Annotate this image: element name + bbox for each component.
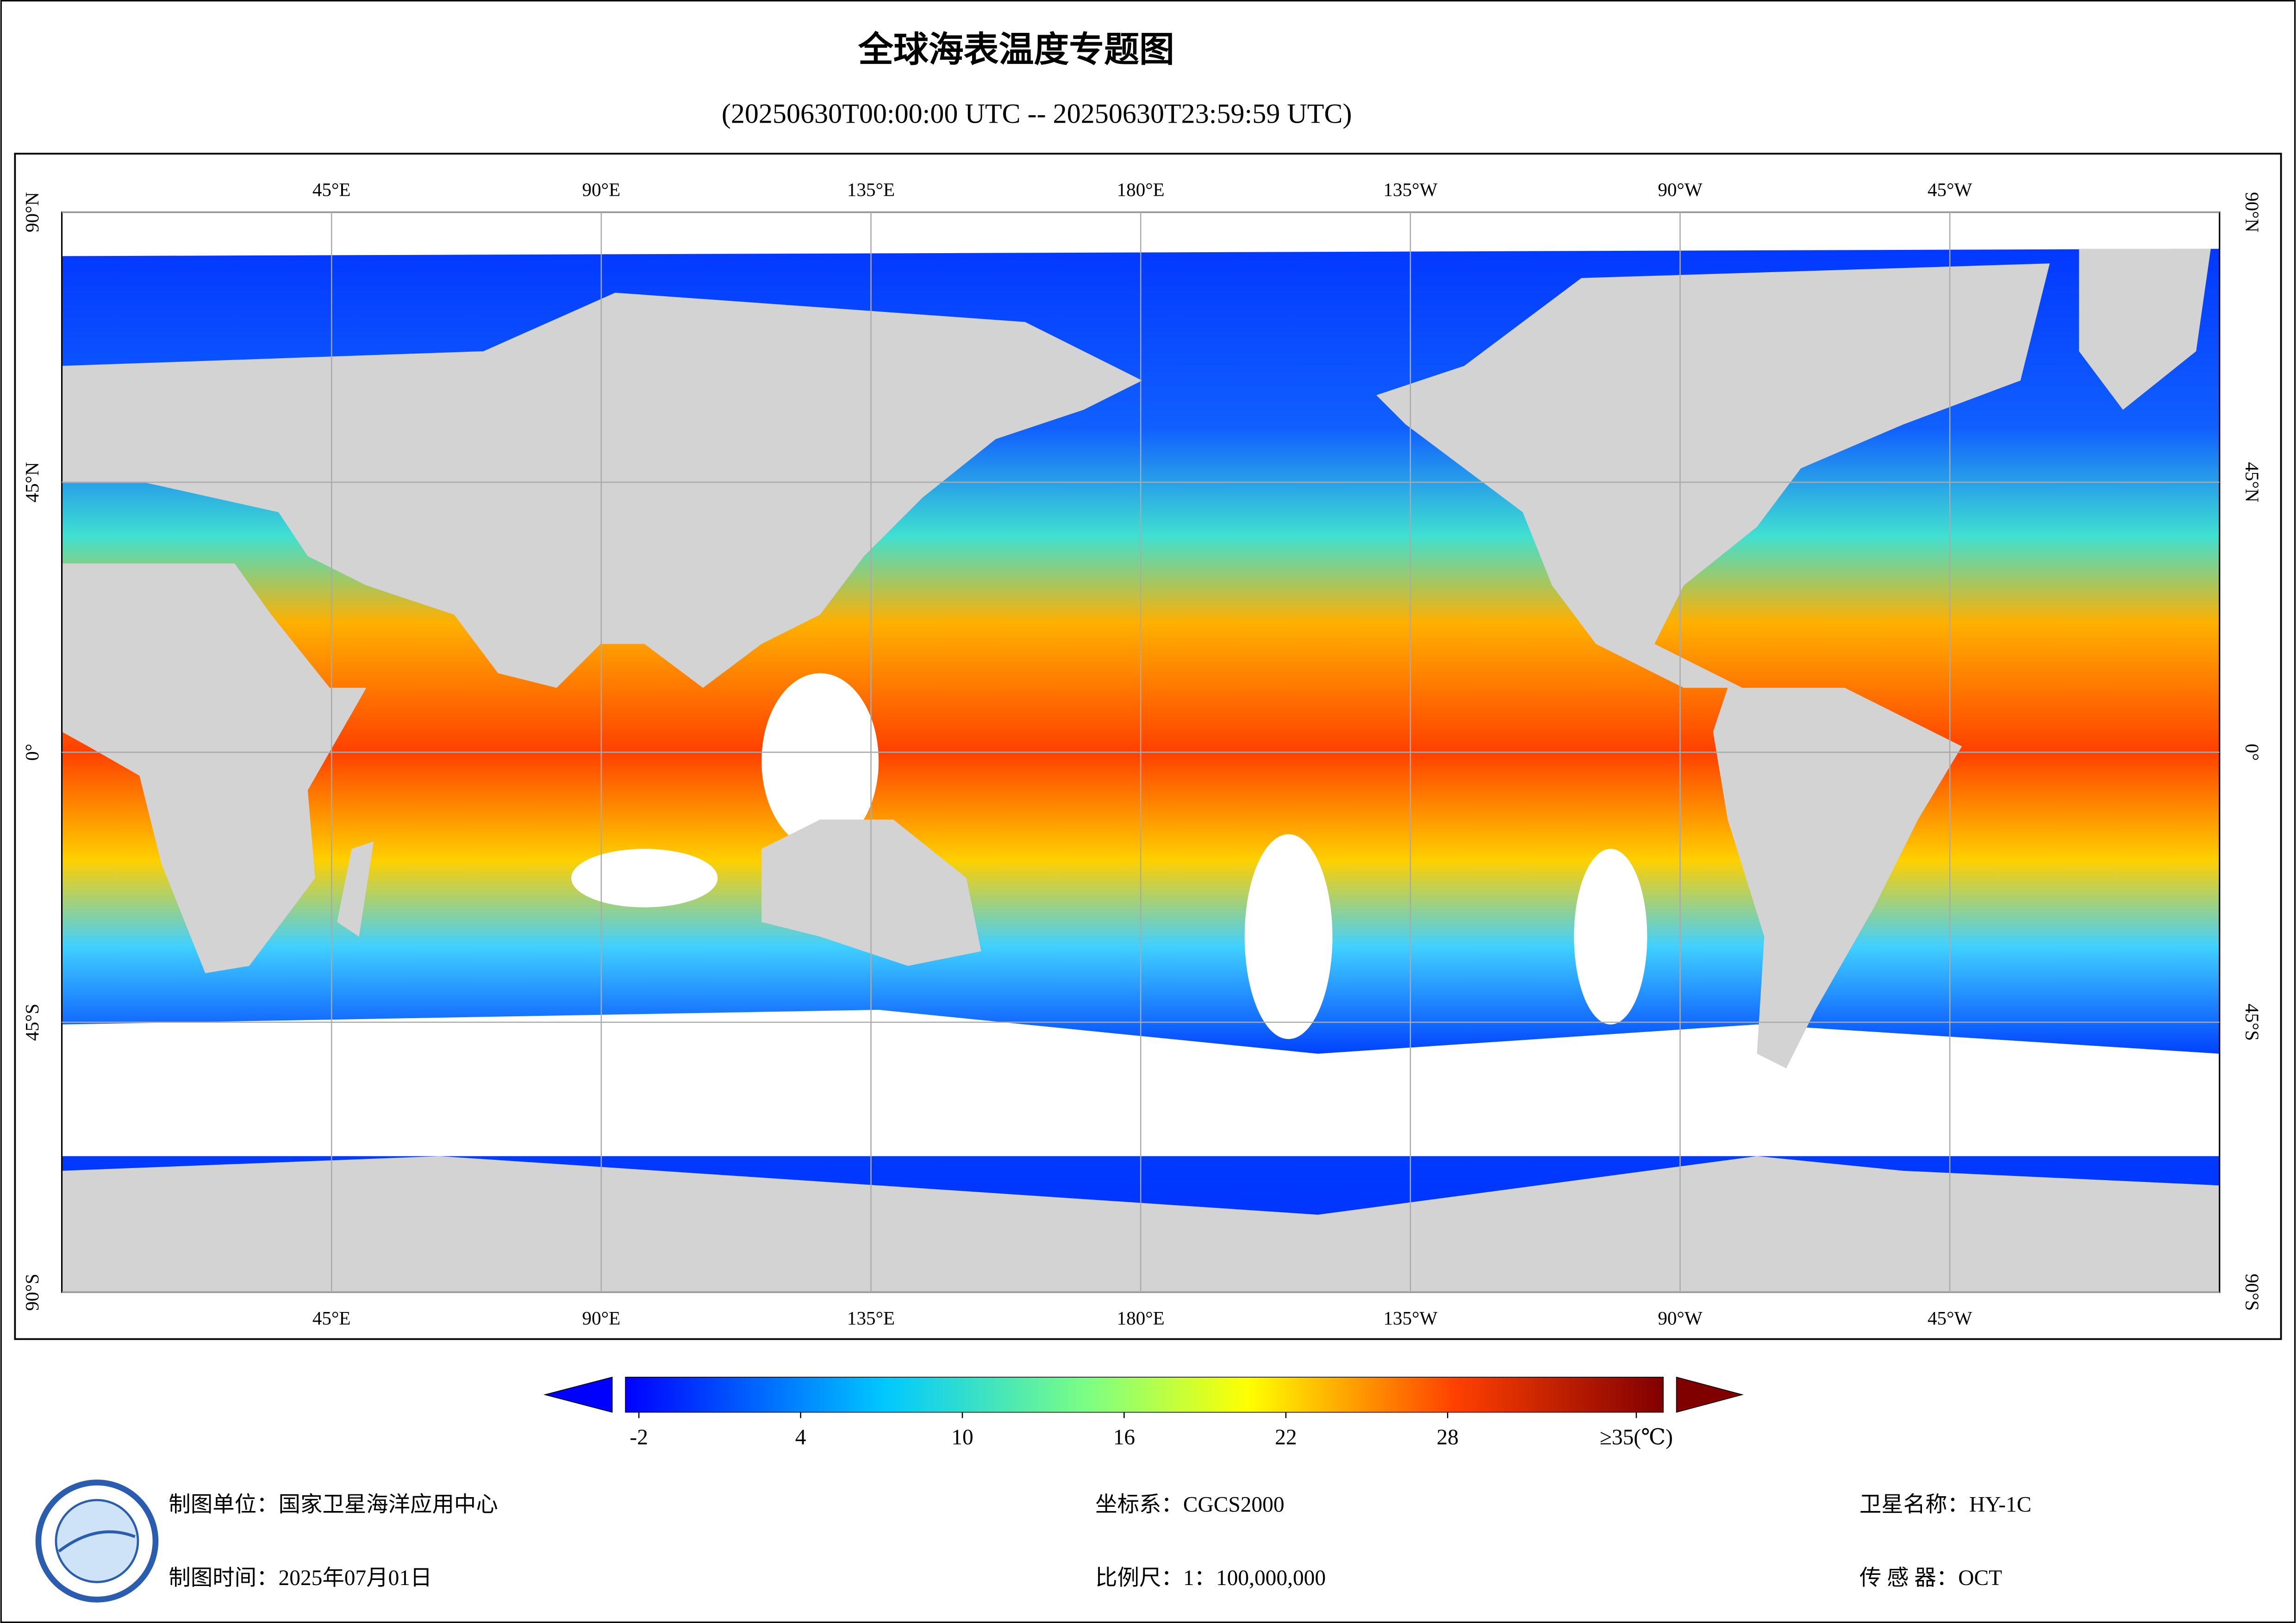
lat-tick-label: 90°S xyxy=(2242,1274,2263,1311)
colorbar-tick-label: 22 xyxy=(1275,1425,1297,1449)
lon-tick-label: 90°W xyxy=(1658,1307,1703,1329)
colorbar-tick-label: ≥35(℃) xyxy=(1600,1425,1673,1449)
subtitle: (20250630T00:00:00 UTC -- 20250630T23:59… xyxy=(722,98,1352,129)
map xyxy=(61,205,2221,1293)
map-frame xyxy=(14,153,2282,1340)
lon-tick-label: 180°E xyxy=(1117,179,1165,200)
lon-tick-label: 45°E xyxy=(312,179,351,200)
title: 全球海表温度专题图 xyxy=(858,29,1174,70)
lat-tick-label: 90°N xyxy=(2242,192,2263,232)
footer-unit: 制图单位：国家卫星海洋应用中心 xyxy=(168,1493,498,1517)
lon-tick-label: 135°E xyxy=(847,1307,895,1329)
colorbar-max-arrow xyxy=(1676,1376,1744,1413)
colorbar-tick-label: 28 xyxy=(1437,1425,1459,1449)
footer-crs: 坐标系：CGCS2000 xyxy=(1095,1493,1284,1517)
lat-tick-label: 45°S xyxy=(21,1004,43,1041)
colorbar xyxy=(543,1376,1744,1418)
colorbar-min-arrow xyxy=(543,1376,613,1413)
lon-tick-label: 90°E xyxy=(582,179,621,200)
lat-tick-label: 45°N xyxy=(2242,462,2263,502)
lon-tick-label: 45°W xyxy=(1928,179,1972,200)
lat-tick-label: 90°N xyxy=(21,192,43,232)
lon-tick-label: 45°E xyxy=(312,1307,351,1329)
colorbar-tick-label: 4 xyxy=(795,1425,806,1449)
lat-tick-label: 45°S xyxy=(2242,1004,2263,1041)
lon-tick-label: 135°W xyxy=(1383,179,1437,200)
lon-tick-label: 180°E xyxy=(1117,1307,1165,1329)
lon-tick-label: 135°W xyxy=(1383,1307,1437,1329)
footer-date: 制图时间：2025年07月01日 xyxy=(168,1566,432,1590)
lon-tick-label: 135°E xyxy=(847,179,895,200)
lon-tick-label: 90°W xyxy=(1658,179,1703,200)
lat-tick-label: 45°N xyxy=(21,462,43,502)
lat-tick-label: 0° xyxy=(21,744,43,761)
lat-tick-label: 0° xyxy=(2242,744,2263,761)
logo xyxy=(35,1480,159,1603)
lon-tick-label: 45°W xyxy=(1928,1307,1972,1329)
colorbar-tick-label: 16 xyxy=(1113,1425,1135,1449)
colorbar-tick-label: 10 xyxy=(951,1425,973,1449)
lon-tick-label: 90°E xyxy=(582,1307,621,1329)
footer-satellite: 卫星名称：HY-1C xyxy=(1859,1493,2031,1517)
lat-tick-label: 90°S xyxy=(21,1274,43,1311)
footer-scale: 比例尺：1：100,000,000 xyxy=(1095,1566,1326,1590)
colorbar-ramp xyxy=(625,1376,1664,1413)
colorbar-tick-label: -2 xyxy=(630,1425,648,1449)
footer-sensor: 传 感 器：OCT xyxy=(1859,1566,2002,1590)
